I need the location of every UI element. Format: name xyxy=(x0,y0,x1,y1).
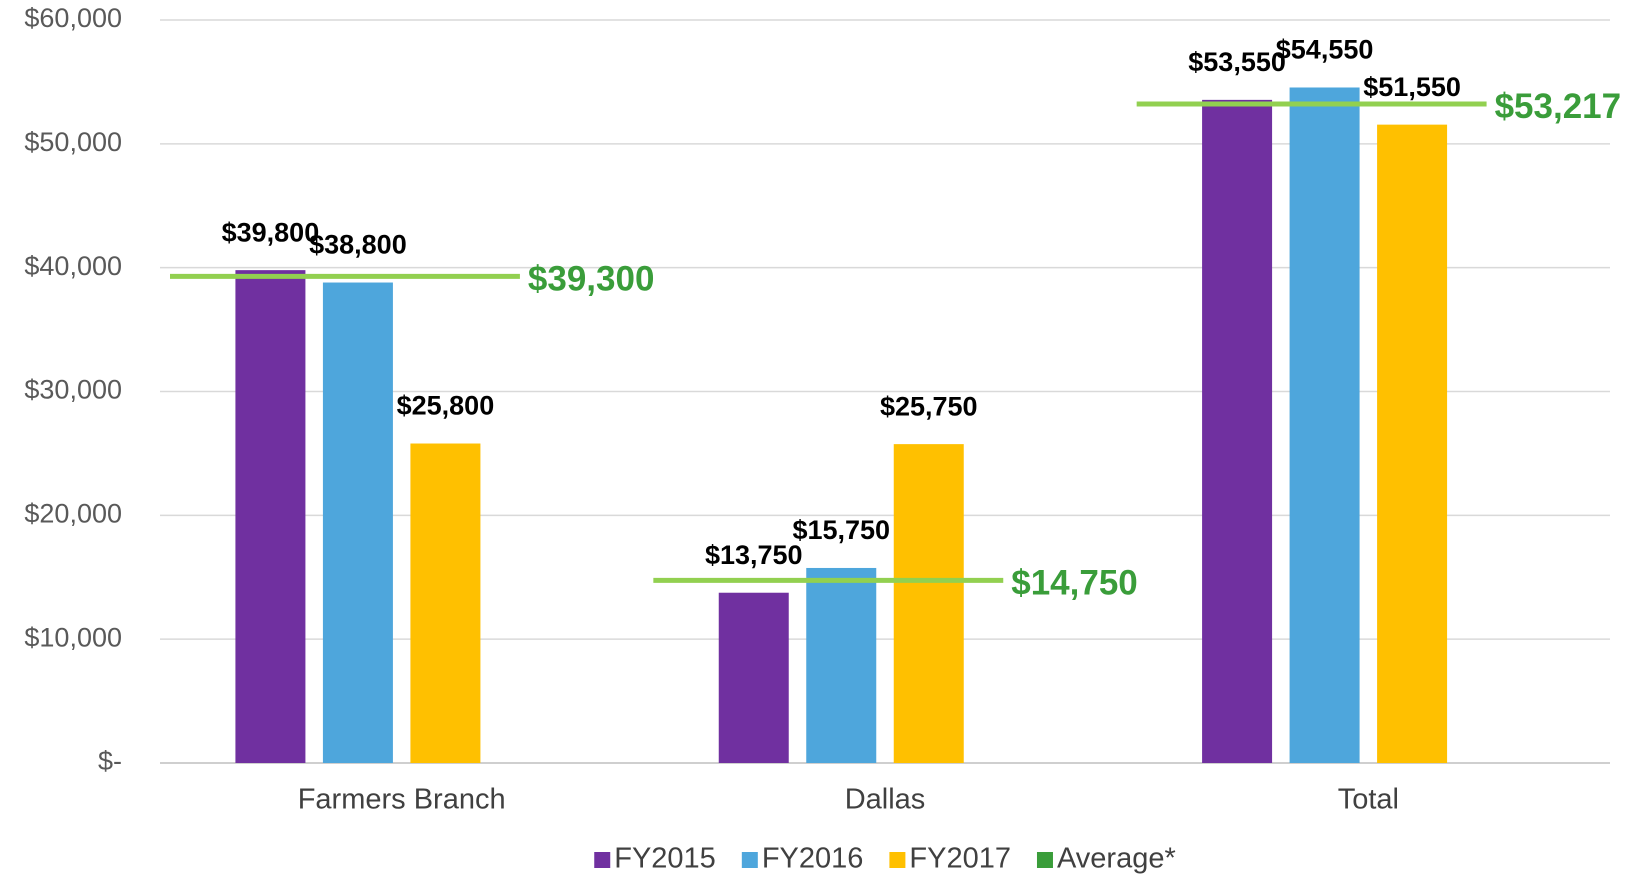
value-label: $53,550 xyxy=(1188,47,1286,77)
bar xyxy=(1377,124,1448,764)
value-label: $13,750 xyxy=(705,540,803,570)
x-tick-label: Farmers Branch xyxy=(298,784,506,816)
y-tick-label: $60,000 xyxy=(24,3,122,33)
bar xyxy=(410,443,481,763)
value-label: $39,800 xyxy=(222,217,320,247)
x-tick-label: Dallas xyxy=(845,784,926,816)
bar xyxy=(718,592,789,763)
legend-swatch xyxy=(889,852,906,868)
bar xyxy=(1289,87,1360,764)
legend-swatch xyxy=(1036,852,1053,868)
legend-swatch xyxy=(741,852,758,868)
legend-label: FY2015 xyxy=(614,843,716,875)
y-tick-label: $40,000 xyxy=(24,251,122,281)
legend: FY2015 FY2016 FY2017 Average* xyxy=(594,843,1176,875)
bar xyxy=(322,282,393,763)
legend-swatch xyxy=(594,852,611,868)
value-label: $25,800 xyxy=(397,391,495,421)
value-label: $38,800 xyxy=(309,230,407,260)
x-tick-label: Total xyxy=(1338,784,1399,816)
average-label: $14,750 xyxy=(1011,564,1138,603)
bar xyxy=(806,567,877,763)
value-label: $51,550 xyxy=(1363,72,1461,102)
legend-label: FY2016 xyxy=(762,843,864,875)
value-label: $15,750 xyxy=(792,515,890,545)
y-tick-label: $- xyxy=(98,746,122,776)
legend-label: Average* xyxy=(1057,843,1176,875)
y-tick-label: $30,000 xyxy=(24,375,122,405)
y-tick-label: $50,000 xyxy=(24,127,122,157)
y-tick-label: $10,000 xyxy=(24,622,122,652)
average-label: $39,300 xyxy=(528,260,655,299)
legend-label: FY2017 xyxy=(909,843,1011,875)
bar xyxy=(1202,99,1273,763)
value-label: $25,750 xyxy=(880,391,978,421)
y-tick-label: $20,000 xyxy=(24,498,122,528)
average-label: $53,217 xyxy=(1495,87,1622,126)
value-label: $54,550 xyxy=(1276,35,1374,65)
bar xyxy=(893,444,964,763)
bar xyxy=(235,270,306,763)
